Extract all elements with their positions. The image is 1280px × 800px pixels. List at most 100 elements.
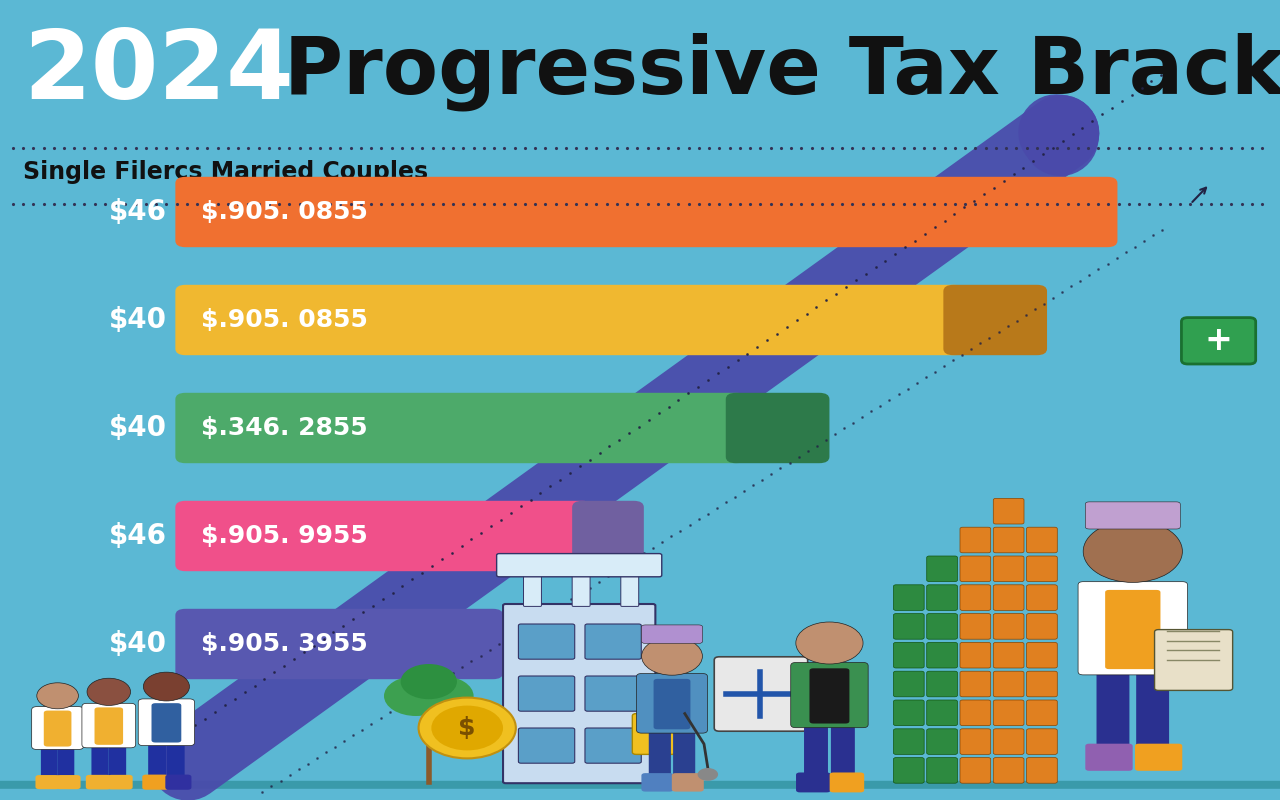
FancyBboxPatch shape (993, 614, 1024, 639)
Text: Progressive Tax Brackets: Progressive Tax Brackets (256, 33, 1280, 111)
FancyBboxPatch shape (673, 726, 695, 783)
FancyBboxPatch shape (714, 657, 808, 731)
FancyBboxPatch shape (649, 726, 671, 783)
FancyBboxPatch shape (1097, 667, 1129, 758)
FancyBboxPatch shape (175, 177, 1117, 247)
Text: Single Filercs Married Couples: Single Filercs Married Couples (23, 160, 429, 184)
FancyBboxPatch shape (809, 668, 850, 723)
FancyBboxPatch shape (993, 700, 1024, 726)
FancyBboxPatch shape (829, 773, 864, 792)
FancyBboxPatch shape (109, 742, 127, 783)
FancyBboxPatch shape (893, 614, 924, 639)
FancyBboxPatch shape (1027, 585, 1057, 610)
Circle shape (1083, 520, 1183, 582)
FancyBboxPatch shape (927, 671, 957, 697)
Text: $40: $40 (109, 306, 166, 334)
FancyBboxPatch shape (621, 573, 639, 606)
Circle shape (87, 678, 131, 706)
FancyBboxPatch shape (726, 393, 829, 463)
FancyBboxPatch shape (518, 676, 575, 711)
FancyBboxPatch shape (960, 671, 991, 697)
FancyBboxPatch shape (927, 556, 957, 582)
FancyBboxPatch shape (585, 728, 641, 763)
FancyBboxPatch shape (1078, 582, 1188, 675)
FancyBboxPatch shape (927, 700, 957, 726)
Text: $46: $46 (109, 198, 166, 226)
FancyBboxPatch shape (960, 729, 991, 754)
Text: $.346. 2855: $.346. 2855 (201, 416, 367, 440)
FancyBboxPatch shape (56, 775, 81, 789)
FancyBboxPatch shape (1181, 318, 1256, 364)
FancyBboxPatch shape (175, 609, 503, 679)
Circle shape (641, 637, 703, 675)
FancyBboxPatch shape (165, 774, 192, 790)
Circle shape (698, 768, 718, 781)
FancyBboxPatch shape (993, 729, 1024, 754)
FancyBboxPatch shape (585, 676, 641, 711)
FancyBboxPatch shape (993, 758, 1024, 783)
FancyBboxPatch shape (893, 700, 924, 726)
Text: $.905. 3955: $.905. 3955 (201, 632, 367, 656)
FancyBboxPatch shape (175, 501, 593, 571)
Text: $40: $40 (109, 630, 166, 658)
Circle shape (419, 698, 516, 758)
FancyBboxPatch shape (960, 585, 991, 610)
FancyBboxPatch shape (108, 775, 133, 790)
FancyBboxPatch shape (1027, 729, 1057, 754)
FancyBboxPatch shape (791, 662, 868, 728)
FancyBboxPatch shape (960, 642, 991, 668)
FancyBboxPatch shape (796, 773, 831, 792)
FancyBboxPatch shape (960, 700, 991, 726)
FancyBboxPatch shape (943, 285, 1047, 355)
FancyBboxPatch shape (927, 729, 957, 754)
FancyBboxPatch shape (654, 679, 690, 730)
Text: +: + (1204, 324, 1233, 358)
FancyBboxPatch shape (44, 710, 72, 746)
FancyBboxPatch shape (1027, 671, 1057, 697)
Circle shape (37, 682, 78, 709)
FancyBboxPatch shape (960, 527, 991, 553)
FancyBboxPatch shape (927, 585, 957, 610)
FancyBboxPatch shape (58, 744, 74, 783)
FancyBboxPatch shape (518, 728, 575, 763)
Text: $.905. 0855: $.905. 0855 (201, 308, 367, 332)
Circle shape (796, 622, 863, 664)
FancyBboxPatch shape (148, 740, 166, 783)
FancyBboxPatch shape (95, 707, 123, 745)
FancyBboxPatch shape (175, 393, 746, 463)
Circle shape (143, 672, 189, 701)
FancyBboxPatch shape (36, 775, 60, 789)
FancyBboxPatch shape (893, 642, 924, 668)
Circle shape (401, 664, 457, 699)
FancyBboxPatch shape (632, 714, 676, 754)
FancyBboxPatch shape (960, 758, 991, 783)
FancyBboxPatch shape (1027, 527, 1057, 553)
FancyBboxPatch shape (585, 624, 641, 659)
FancyBboxPatch shape (1105, 590, 1161, 669)
FancyBboxPatch shape (503, 604, 655, 783)
FancyBboxPatch shape (175, 285, 964, 355)
FancyBboxPatch shape (641, 773, 673, 792)
FancyBboxPatch shape (1135, 744, 1183, 771)
FancyBboxPatch shape (893, 671, 924, 697)
FancyBboxPatch shape (893, 585, 924, 610)
FancyBboxPatch shape (960, 556, 991, 582)
FancyBboxPatch shape (1155, 630, 1233, 690)
FancyBboxPatch shape (672, 773, 704, 792)
FancyBboxPatch shape (1085, 502, 1180, 529)
FancyBboxPatch shape (1085, 744, 1133, 771)
FancyBboxPatch shape (893, 758, 924, 783)
FancyBboxPatch shape (893, 729, 924, 754)
FancyBboxPatch shape (1027, 556, 1057, 582)
FancyBboxPatch shape (1137, 667, 1169, 758)
Circle shape (431, 706, 503, 750)
Text: 2024: 2024 (23, 26, 294, 118)
FancyBboxPatch shape (993, 527, 1024, 553)
Text: $: $ (458, 716, 476, 740)
FancyBboxPatch shape (151, 703, 182, 742)
FancyBboxPatch shape (636, 674, 708, 733)
FancyBboxPatch shape (86, 775, 111, 790)
Circle shape (410, 676, 474, 716)
FancyBboxPatch shape (927, 642, 957, 668)
FancyBboxPatch shape (993, 671, 1024, 697)
